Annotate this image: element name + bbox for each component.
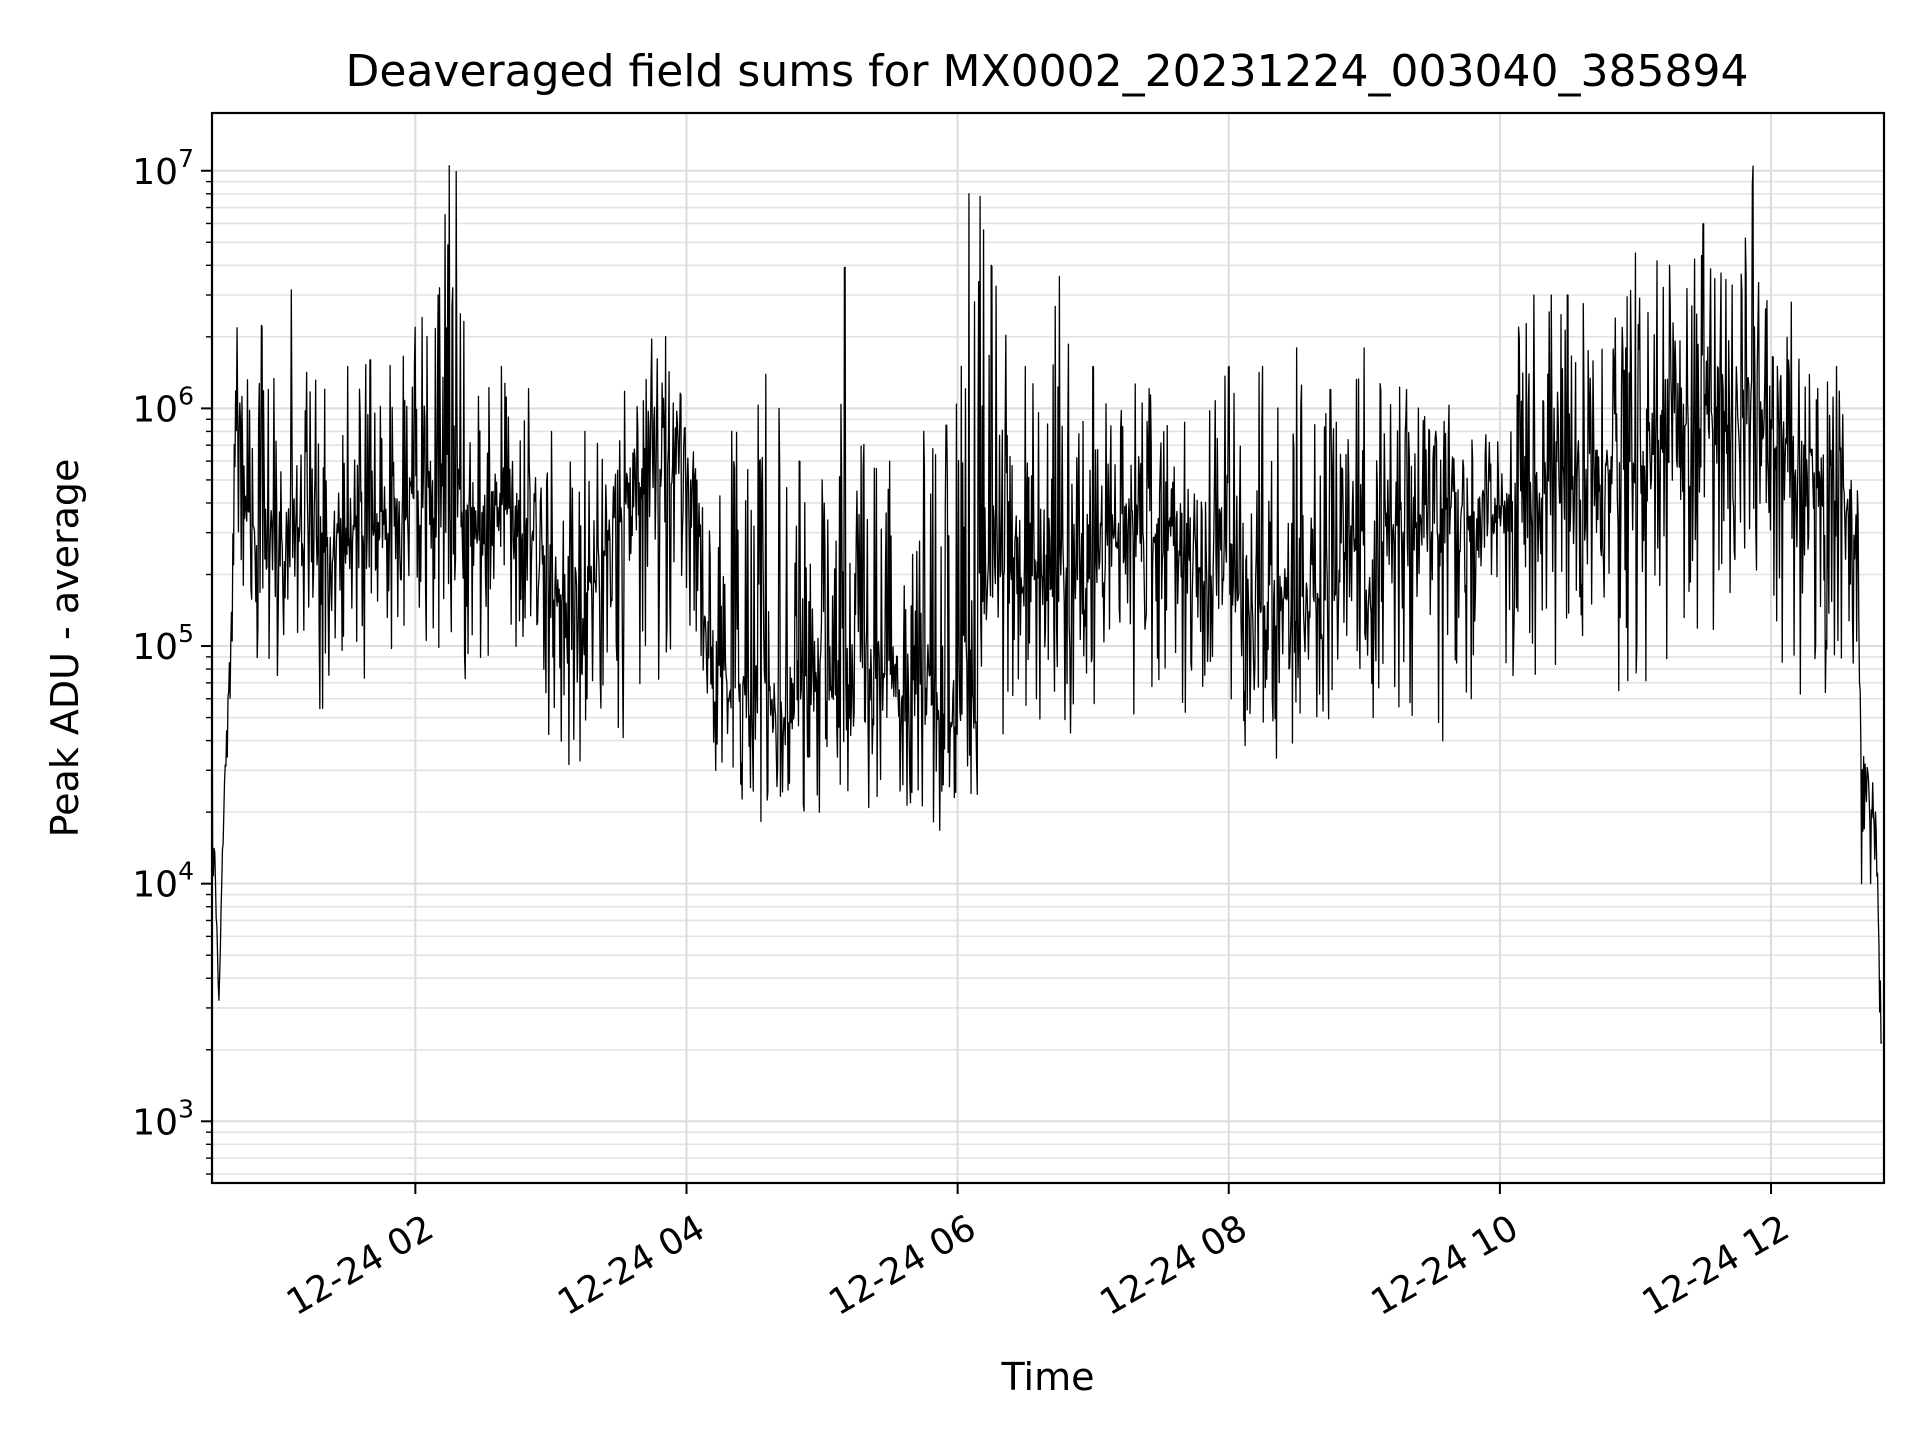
y-tick-base: 10 — [132, 627, 178, 668]
y-tick-label: 104 — [132, 857, 194, 906]
x-tick-label: 12-24 12 — [1636, 1207, 1797, 1323]
y-tick-base: 10 — [132, 389, 178, 430]
y-tick-exponent: 4 — [178, 857, 194, 886]
y-tick-label: 105 — [132, 619, 194, 668]
x-tick-label: 12-24 10 — [1365, 1207, 1526, 1323]
x-tick-label: 12-24 02 — [280, 1207, 441, 1323]
y-tick-base: 10 — [132, 865, 178, 906]
y-tick-label: 107 — [132, 144, 194, 193]
y-tick-exponent: 5 — [178, 619, 194, 648]
y-tick-exponent: 3 — [178, 1094, 194, 1123]
y-tick-label: 106 — [132, 381, 194, 430]
x-tick-label: 12-24 06 — [822, 1207, 983, 1323]
y-tick-base: 10 — [132, 152, 178, 193]
y-tick-base: 10 — [132, 1102, 178, 1143]
chart-title: Deaveraged field sums for MX0002_2023122… — [346, 46, 1749, 97]
y-tick-exponent: 7 — [178, 144, 194, 173]
series-line — [211, 165, 1883, 1044]
x-axis: 12-24 02 12-24 04 12-24 06 12-24 08 12-24 10… — [280, 1183, 1796, 1324]
y-tick-label: 103 — [132, 1094, 194, 1143]
y-axis-label: Peak ADU - average — [43, 459, 87, 838]
x-tick-label: 12-24 08 — [1093, 1207, 1254, 1323]
plot-frame — [210, 111, 1886, 1185]
x-tick-label: 12-24 04 — [551, 1207, 712, 1323]
plot-area — [211, 165, 1883, 1044]
y-tick-exponent: 6 — [178, 381, 194, 410]
x-axis-label: Time — [1001, 1355, 1095, 1399]
